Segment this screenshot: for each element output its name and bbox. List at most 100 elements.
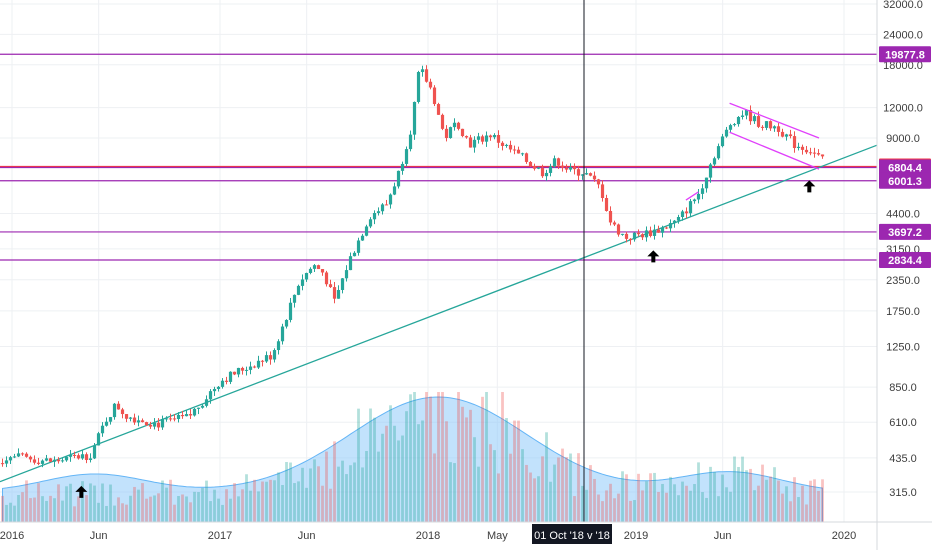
candle-body [24, 453, 29, 457]
volume-bar [557, 457, 560, 522]
volume-bar [765, 479, 768, 522]
candle-body [640, 234, 645, 238]
volume-bar [97, 502, 100, 522]
volume-bar [801, 485, 804, 522]
volume-bar [289, 462, 292, 522]
volume-bar [573, 496, 576, 522]
candle-body [276, 341, 281, 351]
volume-bar [365, 450, 368, 522]
volume-bar [129, 495, 132, 522]
x-tick-label: Jun [298, 530, 316, 542]
candle-body [504, 144, 509, 146]
candle-body [232, 371, 237, 375]
candle-body [140, 420, 145, 423]
volume-bar [537, 476, 540, 522]
y-tick-label: 4400.0 [886, 209, 920, 221]
volume-bar [493, 450, 496, 522]
volume-bar [145, 498, 148, 522]
volume-bar [585, 489, 588, 522]
volume-bar [501, 392, 504, 522]
y-tick-label: 12000.0 [883, 103, 923, 115]
volume-bar [497, 473, 500, 522]
volume-bar [45, 500, 48, 522]
y-tick-label: 24000.0 [883, 29, 923, 41]
candle-body [324, 272, 329, 285]
candle-body [540, 167, 545, 177]
volume-bar [5, 504, 8, 522]
candle-body [636, 232, 641, 235]
volume-bar [753, 490, 756, 522]
candle-body [200, 405, 205, 408]
volume-bar [461, 406, 464, 522]
candle-body [648, 230, 653, 236]
price-tag-bg [879, 172, 931, 189]
volume-bar [729, 491, 732, 522]
candle-body [384, 204, 389, 206]
volume-bar [257, 491, 260, 522]
volume-bar [173, 504, 176, 522]
candle-body [776, 126, 781, 132]
volume-bar [713, 472, 716, 522]
volume-bar [701, 492, 704, 522]
candle-body [580, 174, 585, 176]
volume-bar [161, 480, 164, 522]
volume-bar [413, 392, 416, 522]
volume-bars [1, 392, 824, 522]
volume-bar [621, 471, 624, 522]
volume-bar [597, 494, 600, 522]
volume-bar [781, 493, 784, 522]
volume-bar [233, 483, 236, 522]
volume-bar [737, 466, 740, 522]
candle-body [148, 424, 153, 427]
volume-bar [253, 479, 256, 522]
volume-bar [785, 486, 788, 522]
volume-bar [553, 464, 556, 522]
volume-bar [397, 440, 400, 522]
volume-bar [213, 489, 216, 522]
volume-bar [605, 490, 608, 522]
volume-bar [205, 480, 208, 522]
volume-bar [661, 483, 664, 522]
volume-bar [249, 490, 252, 522]
candles [0, 65, 825, 468]
candle-body [600, 184, 605, 199]
candle-body [604, 198, 609, 211]
candle-body [372, 213, 377, 220]
candle-body [328, 284, 333, 288]
x-tick-label: 2019 [624, 530, 648, 542]
candle-body [592, 175, 597, 180]
volume-bar [453, 463, 456, 522]
up-arrow-icon [803, 180, 816, 193]
volume-bar [65, 486, 68, 522]
up-arrow-icon [75, 485, 88, 498]
volume-bar [669, 476, 672, 522]
volume-bar [69, 483, 72, 522]
volume-bar [525, 464, 528, 522]
candle-body [128, 417, 133, 419]
volume-bar [689, 490, 692, 522]
volume-bar [673, 484, 676, 522]
candle-body [228, 371, 233, 382]
crosshair-label-bg [532, 524, 612, 544]
volume-bar [337, 466, 340, 522]
arrow-markers [75, 180, 816, 498]
candle-body [316, 265, 321, 270]
candle-body [472, 139, 477, 148]
candle-body [72, 454, 77, 456]
x-tick-label: 2020 [832, 530, 856, 542]
candle-body [548, 166, 553, 173]
volume-bar [25, 480, 28, 522]
volume-bar [9, 502, 12, 522]
volume-bar [533, 478, 536, 522]
candle-body [556, 158, 561, 166]
candle-body [40, 460, 45, 464]
candle-body [760, 126, 765, 128]
y-tick-label: 32000.0 [883, 0, 923, 11]
candle-body [192, 408, 197, 416]
volume-bar [649, 473, 652, 522]
volume-bar [125, 504, 128, 522]
y-tick-label: 315.0 [889, 487, 917, 499]
volume-bar [329, 488, 332, 522]
